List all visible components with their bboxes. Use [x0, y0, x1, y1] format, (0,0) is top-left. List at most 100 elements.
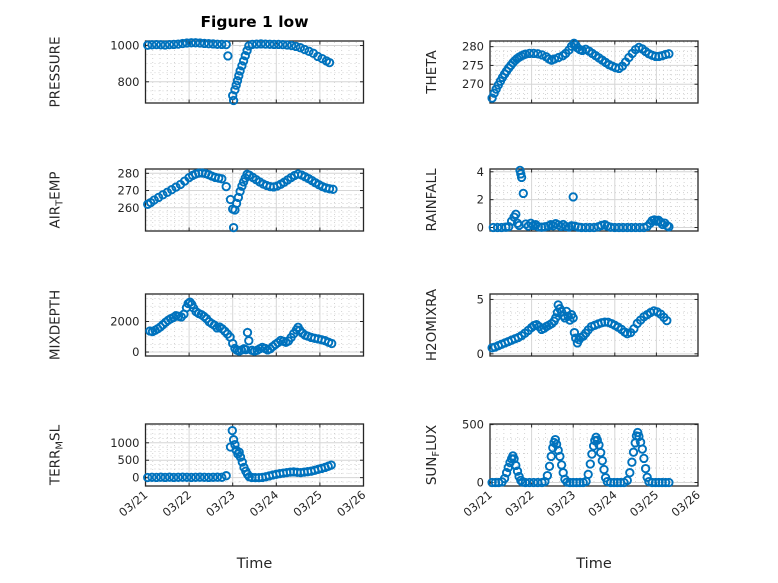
data-point	[542, 470, 553, 481]
y-tick-label: 275	[462, 58, 484, 72]
x-tick-label: 03/25	[290, 488, 324, 520]
y-tick-label: 0	[477, 347, 484, 361]
y-tick-label: 0	[132, 471, 139, 485]
y-axis-label-mixdepth: MIXDEPTH	[48, 290, 64, 360]
figure-title: Figure 1 low	[200, 13, 308, 31]
data-point	[549, 54, 560, 64]
y-axis-label-h2omixra: H2OMIXRA	[424, 288, 440, 361]
data-point	[221, 471, 231, 481]
data-point	[186, 38, 196, 48]
data-point	[143, 472, 153, 483]
data-point	[147, 472, 157, 482]
data-point	[223, 51, 233, 61]
y-tick-label: 280	[462, 40, 484, 54]
data-point	[533, 49, 543, 59]
data-point	[228, 338, 238, 349]
data-point	[587, 449, 597, 459]
data-point	[151, 39, 162, 50]
data-point	[199, 38, 210, 49]
y-tick-label: 270	[118, 184, 140, 198]
data-point	[592, 435, 602, 445]
x-tick-label: 03/24	[585, 488, 619, 520]
axes-frame	[489, 40, 699, 104]
data-point	[177, 38, 188, 49]
data-point	[637, 444, 647, 454]
y-tick-label: 1000	[110, 39, 139, 53]
y-tick-label: 500	[462, 418, 484, 432]
data-point	[228, 95, 239, 106]
data-point	[228, 222, 239, 233]
data-point	[597, 456, 607, 466]
data-point	[235, 186, 245, 197]
data-point	[295, 43, 305, 53]
axes-frame	[489, 423, 699, 487]
y-tick-label: 1000	[110, 436, 139, 450]
data-point	[529, 48, 539, 59]
data-point	[164, 39, 175, 50]
data-point	[237, 181, 247, 191]
data-point	[190, 38, 201, 48]
data-point	[627, 457, 637, 467]
data-point	[487, 93, 497, 103]
data-point	[244, 336, 254, 346]
data-point	[242, 45, 252, 56]
data-point	[231, 80, 241, 90]
x-tick-label: 03/24	[247, 488, 281, 520]
data-point	[568, 313, 578, 323]
data-point	[221, 181, 231, 192]
y-tick-label: 5	[477, 292, 484, 306]
y-axis-label-rainfall: RAINFALL	[424, 168, 440, 231]
data-point	[199, 472, 210, 482]
y-tick-label: 260	[118, 201, 140, 215]
data-point	[237, 61, 247, 71]
data-point	[583, 469, 593, 480]
data-point	[327, 338, 337, 349]
data-point	[230, 439, 240, 450]
axes-frame	[144, 168, 365, 232]
minor-grid	[146, 42, 363, 102]
data-point	[217, 174, 227, 184]
data-point	[599, 464, 609, 475]
data-point	[286, 40, 297, 51]
data-point	[182, 38, 192, 48]
data-point	[195, 472, 205, 482]
subplots-container: 800 1000 PRESSURE 270 275 280 THETA 260 270 280 AI…	[48, 37, 703, 520]
y-tick-label: 0	[132, 345, 139, 359]
data-point	[639, 453, 649, 464]
data-point	[265, 39, 275, 49]
data-point	[324, 184, 335, 194]
tick-marks	[489, 169, 699, 231]
data-point	[151, 472, 162, 483]
y-tick-label: 800	[118, 75, 140, 89]
subplot-theta: 270 275 280 THETA	[424, 38, 699, 104]
data-point	[208, 39, 218, 49]
axes-frame	[489, 293, 699, 357]
data-point	[217, 39, 227, 50]
data-point	[182, 472, 192, 482]
y-axis-label-air-temp: AIRTEMP	[48, 171, 66, 228]
series-mixdepth	[145, 297, 337, 356]
data-point	[568, 192, 578, 202]
series-theta	[487, 38, 674, 103]
data-point	[569, 327, 580, 338]
data-point	[217, 472, 227, 482]
subplot-pressure: 800 1000 PRESSURE	[48, 37, 365, 108]
subplot-rainfall: 0 2 4 RAINFALL	[424, 165, 699, 235]
data-point	[238, 56, 249, 66]
y-tick-label: 2	[477, 193, 484, 207]
data-point	[328, 184, 338, 194]
data-point	[499, 473, 510, 484]
subplot-terr-msl: 0 500 1000 TERRMSL 03/21 03/22 03/23 03/24 03/25…	[48, 423, 368, 520]
data-point	[173, 472, 183, 482]
data-point	[242, 327, 253, 338]
y-tick-label: 2000	[110, 314, 139, 328]
y-axis-label-pressure: PRESSURE	[48, 37, 64, 108]
tick-marks	[489, 294, 699, 356]
data-point	[164, 472, 175, 482]
data-point	[304, 46, 314, 56]
data-point	[628, 447, 639, 457]
data-point	[256, 39, 266, 49]
data-point	[585, 459, 595, 469]
data-point	[232, 76, 243, 86]
